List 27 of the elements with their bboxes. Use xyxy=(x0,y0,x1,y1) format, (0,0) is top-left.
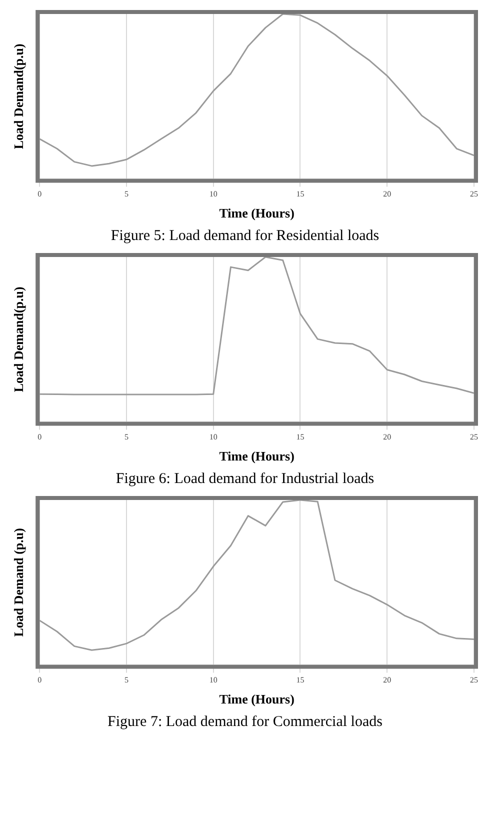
x-tick-label: 15 xyxy=(296,676,304,685)
x-tick-label: 25 xyxy=(470,676,478,685)
x-tick-label: 5 xyxy=(124,432,128,442)
x-tick-label: 20 xyxy=(383,190,392,199)
x-tick-label: 10 xyxy=(209,190,218,199)
caption: Figure 6: Load demand for Industrial loads xyxy=(114,471,376,488)
caption: Figure 7: Load demand for Commercial loads xyxy=(106,714,384,731)
x-axis-title: Time (Hours) xyxy=(219,692,294,707)
y-axis-title: Load Demand (p.u) xyxy=(11,528,26,637)
x-tick-label: 10 xyxy=(209,676,218,685)
caption: Figure 5: Load demand for Residential loads xyxy=(110,228,380,245)
x-tick-label: 0 xyxy=(38,432,42,442)
x-tick-label: 5 xyxy=(124,190,128,199)
x-tick-label: 25 xyxy=(470,432,478,442)
x-axis-title: Time (Hours) xyxy=(219,206,294,221)
x-tick-label: 0 xyxy=(38,676,42,685)
x-tick-label: 0 xyxy=(38,190,42,199)
y-axis-title: Load Demand(p.u) xyxy=(11,286,26,392)
x-tick-label: 15 xyxy=(296,432,304,442)
x-tick-label: 10 xyxy=(209,432,218,442)
x-tick-label: 20 xyxy=(383,432,392,442)
x-tick-label: 20 xyxy=(383,676,392,685)
x-tick-label: 25 xyxy=(470,190,478,199)
x-tick-label: 15 xyxy=(296,190,304,199)
x-axis-title: Time (Hours) xyxy=(219,448,294,464)
y-axis-title: Load Demand(p.u) xyxy=(11,44,26,150)
x-tick-label: 5 xyxy=(124,676,128,685)
